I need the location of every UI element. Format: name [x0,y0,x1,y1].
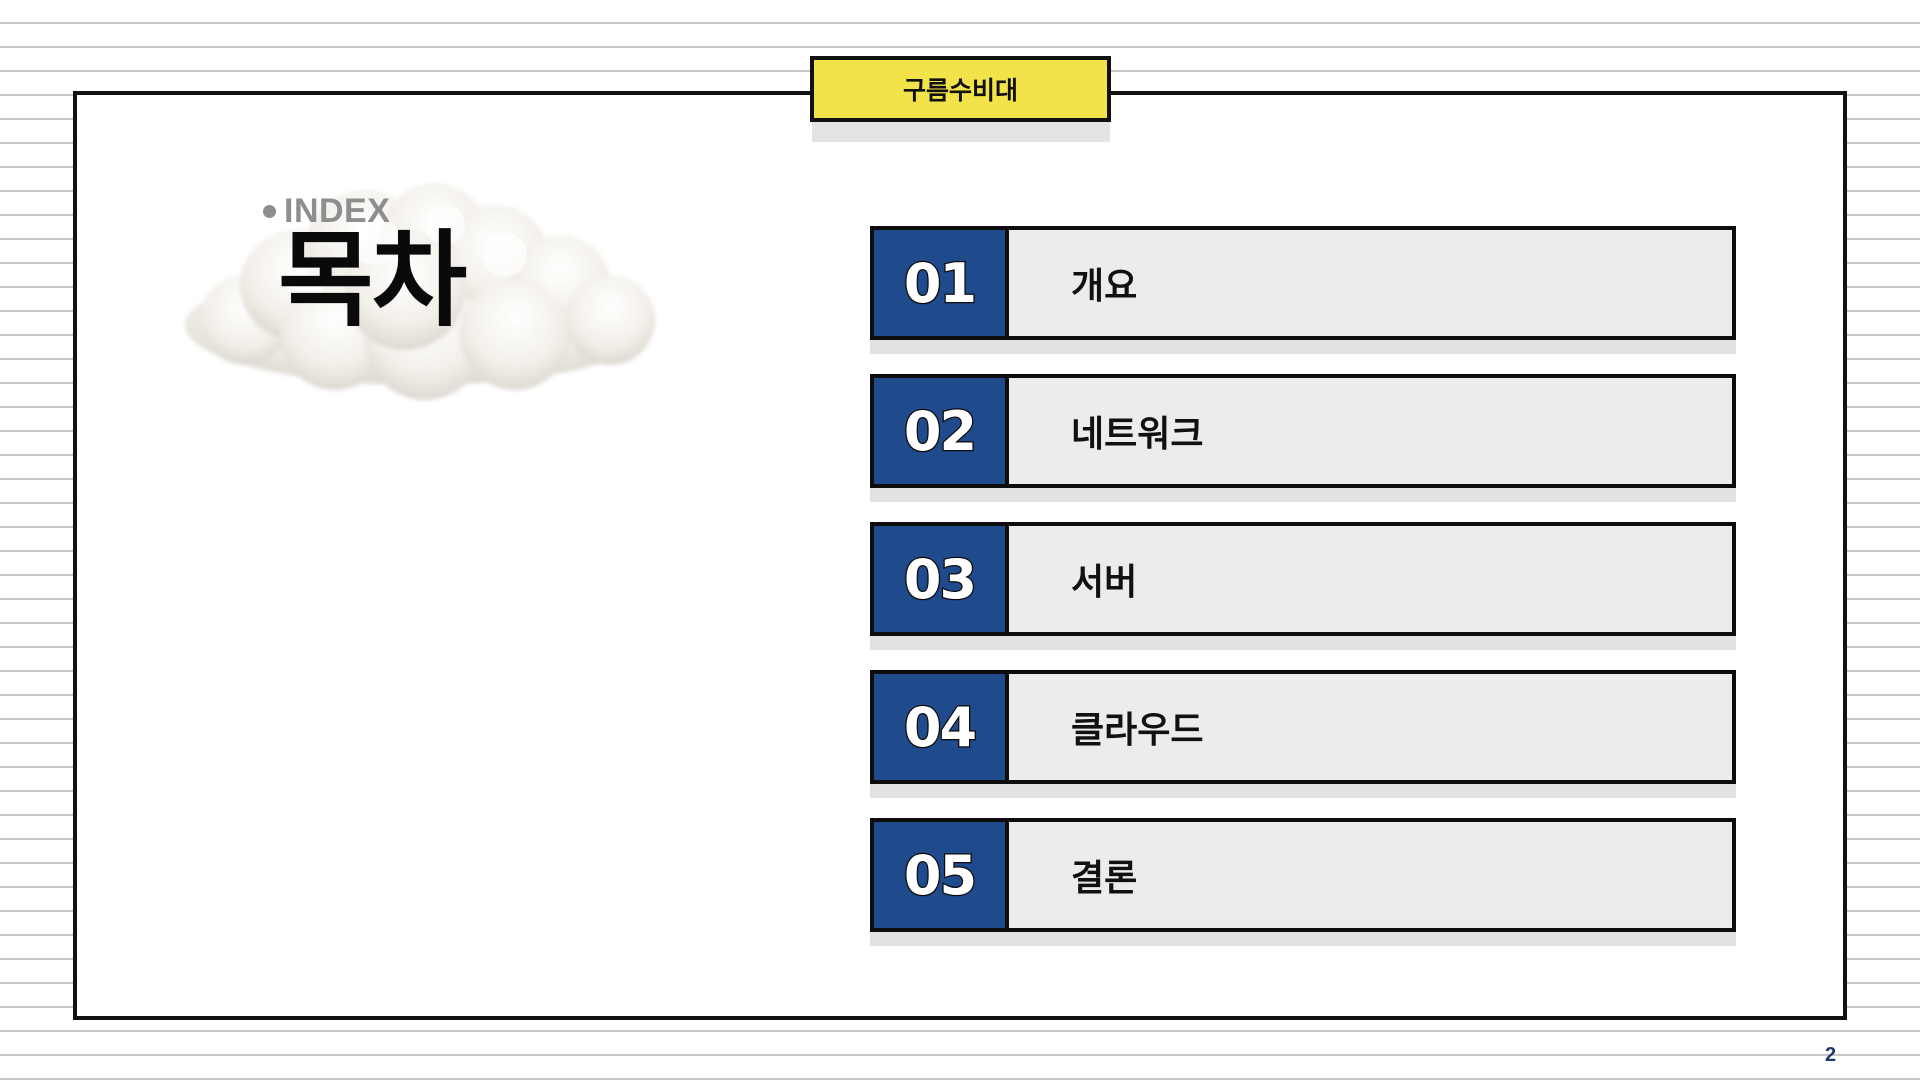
toc-item-label: 클라우드 [1071,710,1204,751]
toc-item-number: 05 [874,822,1009,928]
toc-item-03[interactable]: 03 서버 [870,522,1736,650]
toc-item-04[interactable]: 04 클라우드 [870,670,1736,798]
toc-item-label: 결론 [1071,858,1138,899]
toc-item-number: 04 [874,674,1009,780]
toc-item-number: 01 [874,230,1009,336]
toc-item-box: 05 결론 [870,818,1736,932]
slide-header-title: 구름수비대 [810,56,1111,122]
toc-item-label: 서버 [1071,562,1138,603]
toc-title: 목차 [278,219,467,341]
toc-item-number: 03 [874,526,1009,632]
toc-item-box: 03 서버 [870,522,1736,636]
toc-item-box: 01 개요 [870,226,1736,340]
index-label: INDEX [263,192,390,231]
page-number: 2 [1825,1044,1837,1066]
index-label-text: INDEX [284,192,391,230]
toc-item-05[interactable]: 05 결론 [870,818,1736,946]
toc-item-box: 02 네트워크 [870,374,1736,488]
toc-item-number: 02 [874,378,1009,484]
cloud-image [165,165,675,415]
toc-item-label: 개요 [1071,266,1138,307]
toc-list: 01 개요 02 네트워크 03 서버 04 클라우드 05 결론 [870,226,1736,966]
bullet-dot-icon [263,205,276,218]
toc-item-01[interactable]: 01 개요 [870,226,1736,354]
toc-item-02[interactable]: 02 네트워크 [870,374,1736,502]
toc-item-box: 04 클라우드 [870,670,1736,784]
toc-item-label: 네트워크 [1071,414,1204,455]
